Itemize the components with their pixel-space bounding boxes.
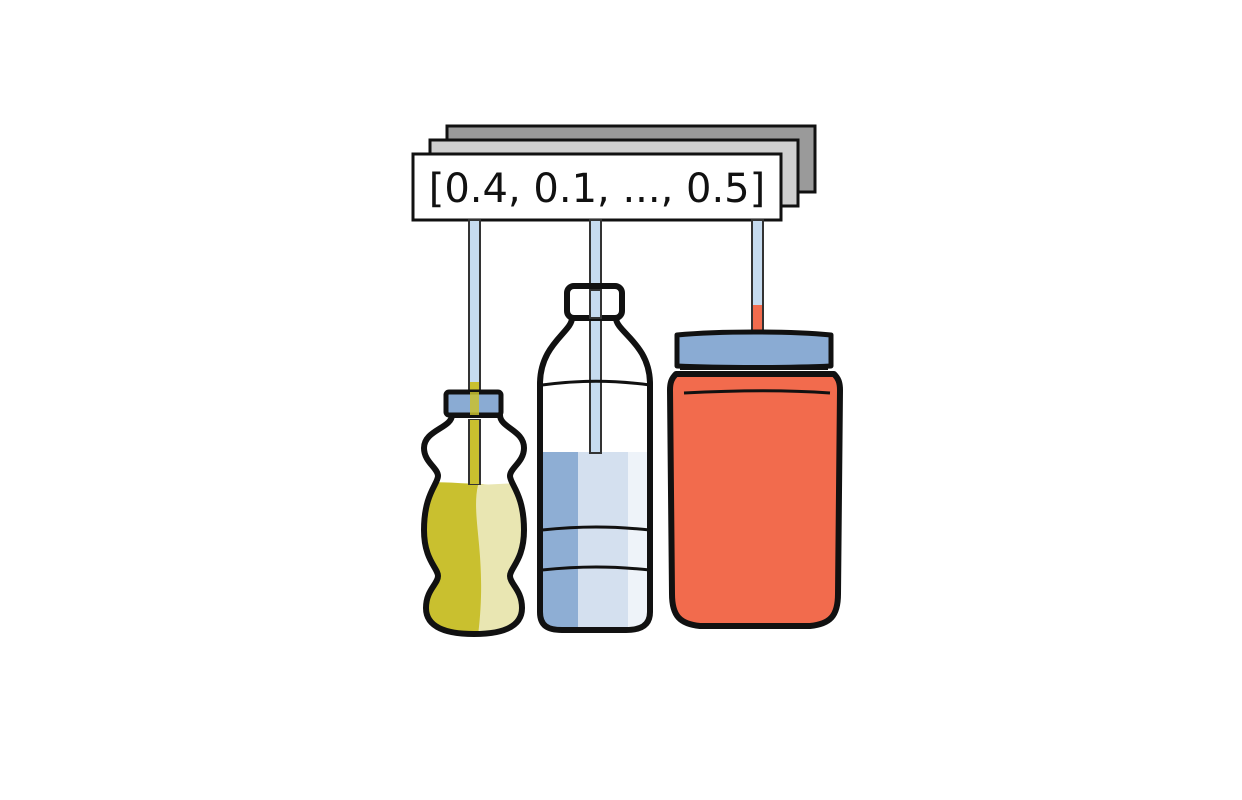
water-bottle <box>537 283 653 633</box>
juice-bottle <box>421 389 527 637</box>
jar <box>667 329 843 629</box>
jar-lid <box>674 329 834 370</box>
vector-card-stack: [0.4, 0.1, ..., 0.5] <box>411 124 817 222</box>
vector-text: [0.4, 0.1, ..., 0.5] <box>429 166 765 212</box>
straw-jar <box>751 219 764 336</box>
straw-juice <box>468 219 481 411</box>
